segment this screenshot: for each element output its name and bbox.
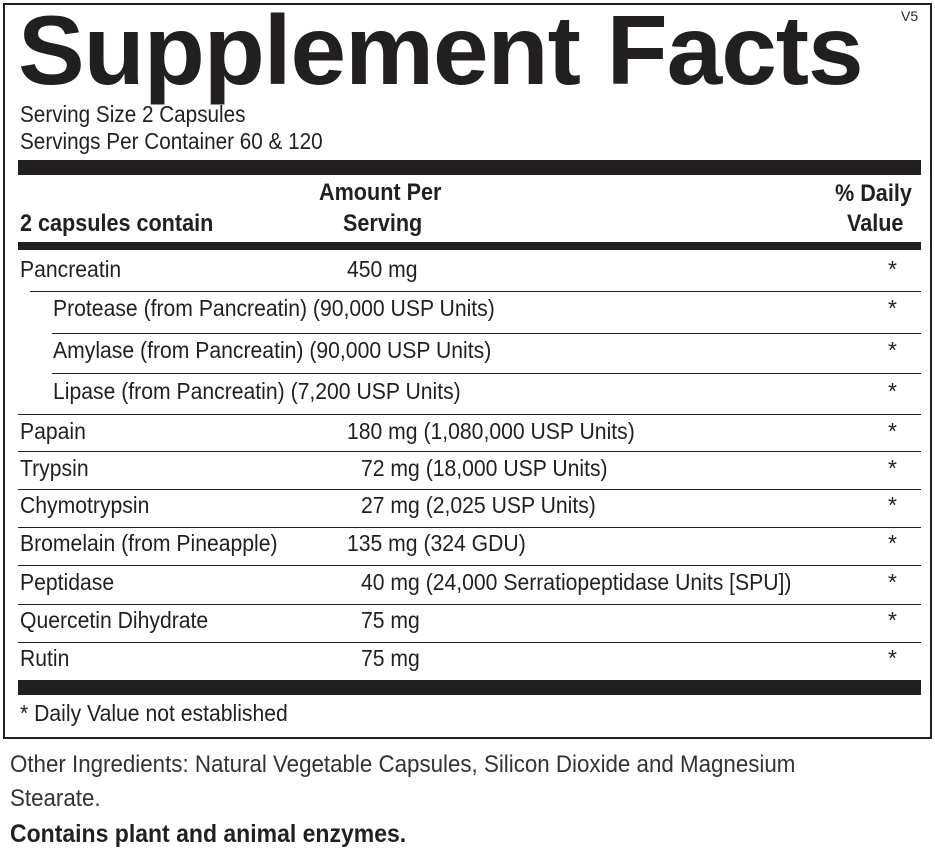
footnote: * Daily Value not established xyxy=(20,700,288,726)
ingredient-name: Amylase (from Pancreatin) (90,000 USP Un… xyxy=(53,337,492,363)
daily-value: * xyxy=(888,645,897,671)
version-label: V5 xyxy=(901,8,919,24)
ingredient-amount: 27 mg (2,025 USP Units) xyxy=(361,492,596,518)
header-contains: 2 capsules contain xyxy=(20,210,214,237)
ingredient-amount: 180 mg (1,080,000 USP Units) xyxy=(347,418,635,444)
ingredient-name: Lipase (from Pancreatin) (7,200 USP Unit… xyxy=(53,378,461,404)
ingredient-amount: 75 mg xyxy=(361,645,420,671)
daily-value: * xyxy=(888,378,897,404)
other-ingredients: Other Ingredients: Natural Vegetable Cap… xyxy=(10,751,796,812)
panel-title: Supplement Facts xyxy=(18,0,864,105)
row-divider xyxy=(18,527,921,528)
ingredient-amount: 135 mg (324 GDU) xyxy=(347,530,526,556)
row-divider xyxy=(18,642,921,643)
header-dv-line1: % Daily xyxy=(835,180,912,207)
ingredient-name: Quercetin Dihydrate xyxy=(20,607,209,633)
daily-value: * xyxy=(888,295,897,321)
allergen-statement: Contains plant and animal enzymes. xyxy=(10,820,407,848)
row-divider xyxy=(18,604,921,605)
row-divider xyxy=(18,414,921,415)
ingredient-amount: 72 mg (18,000 USP Units) xyxy=(361,455,608,481)
row-divider xyxy=(52,373,921,374)
ingredient-name: Chymotrypsin xyxy=(20,492,150,518)
header-dv-line2: Value xyxy=(847,210,904,237)
ingredient-name: Peptidase xyxy=(20,569,115,595)
header-amount-line1: Amount Per xyxy=(319,179,442,206)
servings-per-container: Servings Per Container 60 & 120 xyxy=(20,128,323,154)
supplement-facts-panel xyxy=(3,3,932,739)
serving-size: Serving Size 2 Capsules xyxy=(20,101,246,127)
ingredient-amount: 450 mg xyxy=(347,256,418,282)
header-divider xyxy=(18,242,921,250)
row-divider xyxy=(52,333,921,334)
ingredient-name: Pancreatin xyxy=(20,256,122,282)
row-divider xyxy=(18,451,921,452)
ingredient-name: Protease (from Pancreatin) (90,000 USP U… xyxy=(53,295,495,321)
row-divider xyxy=(18,565,921,566)
daily-value: * xyxy=(888,607,897,633)
ingredient-name: Papain xyxy=(20,418,86,444)
header-amount-line2: Serving xyxy=(343,210,423,237)
daily-value: * xyxy=(888,256,897,282)
daily-value: * xyxy=(888,337,897,363)
daily-value: * xyxy=(888,492,897,518)
ingredient-name: Rutin xyxy=(20,645,70,671)
daily-value: * xyxy=(888,569,897,595)
thick-divider xyxy=(18,160,921,175)
thick-divider xyxy=(18,680,921,695)
ingredient-name: Trypsin xyxy=(20,455,89,481)
daily-value: * xyxy=(888,455,897,481)
ingredient-amount: 75 mg xyxy=(361,607,420,633)
ingredient-amount: 40 mg (24,000 Serratiopeptidase Units [S… xyxy=(361,569,792,595)
row-divider xyxy=(18,489,921,490)
row-divider xyxy=(30,291,921,292)
daily-value: * xyxy=(888,418,897,444)
ingredient-name: Bromelain (from Pineapple) xyxy=(20,530,278,556)
daily-value: * xyxy=(888,530,897,556)
